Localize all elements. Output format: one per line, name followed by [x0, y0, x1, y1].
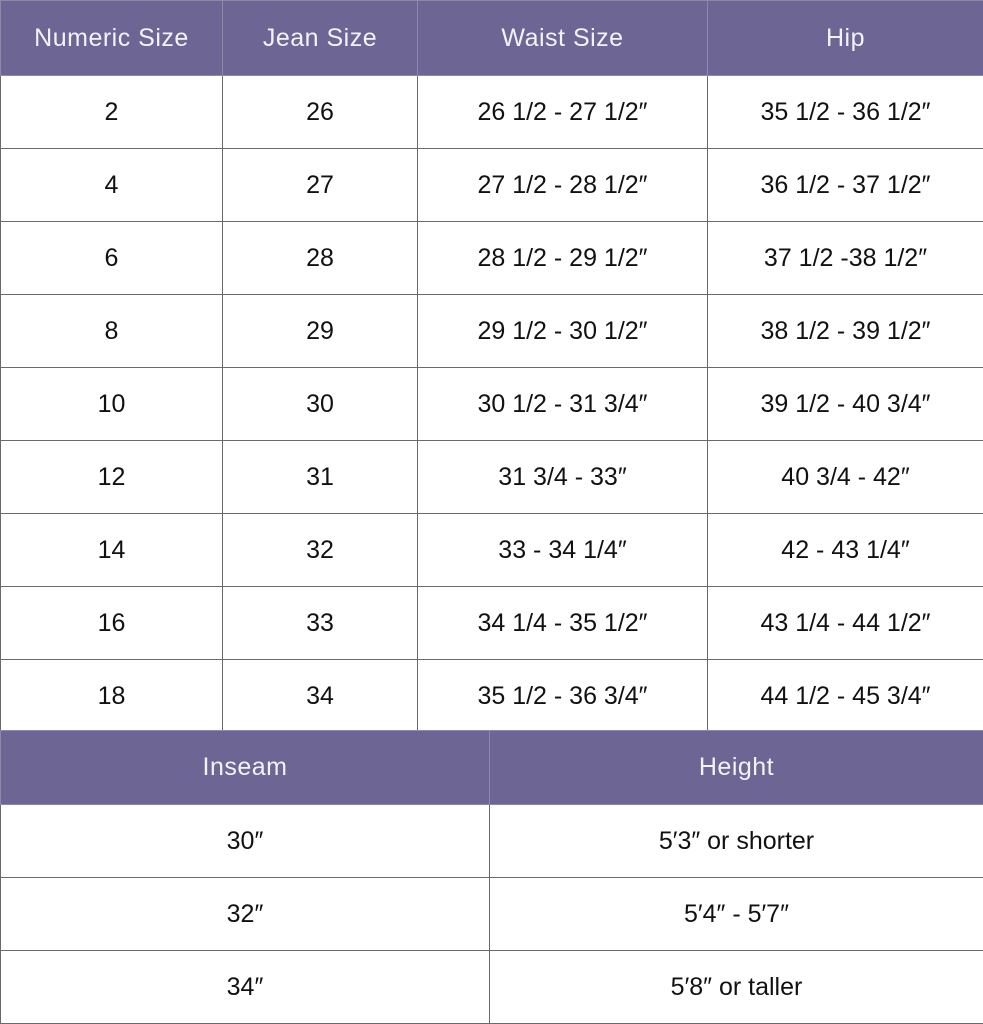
- table-cell: 5′4″ - 5′7″: [489, 877, 983, 951]
- table-row: 8 29 29 1/2 - 30 1/2″ 38 1/2 - 39 1/2″: [0, 294, 983, 368]
- table-cell: 26: [222, 75, 418, 149]
- inseam-chart-table: Inseam Height 30″ 5′3″ or shorter 32″ 5′4″ -…: [0, 730, 983, 1024]
- table-cell: 36 1/2 - 37 1/2″: [707, 148, 983, 222]
- table-cell: 2: [0, 75, 223, 149]
- table-cell: 14: [0, 513, 223, 587]
- table-cell: 6: [0, 221, 223, 295]
- inseam-chart-header-row: Inseam Height: [0, 730, 983, 805]
- size-chart-table: Numeric Size Jean Size Waist Size Hip 2 26 26…: [0, 0, 983, 733]
- table-cell: 28 1/2 - 29 1/2″: [417, 221, 708, 295]
- table-cell: 35 1/2 - 36 1/2″: [707, 75, 983, 149]
- table-row: 12 31 31 3/4 - 33″ 40 3/4 - 42″: [0, 440, 983, 514]
- table-cell: 40 3/4 - 42″: [707, 440, 983, 514]
- table-cell: 8: [0, 294, 223, 368]
- table-row: 10 30 30 1/2 - 31 3/4″ 39 1/2 - 40 3/4″: [0, 367, 983, 441]
- column-header: Jean Size: [222, 0, 418, 76]
- table-row: 16 33 34 1/4 - 35 1/2″ 43 1/4 - 44 1/2″: [0, 586, 983, 660]
- size-chart-header-row: Numeric Size Jean Size Waist Size Hip: [0, 0, 983, 76]
- table-cell: 27: [222, 148, 418, 222]
- table-cell: 34: [222, 659, 418, 733]
- table-cell: 35 1/2 - 36 3/4″: [417, 659, 708, 733]
- table-cell: 4: [0, 148, 223, 222]
- table-cell: 26 1/2 - 27 1/2″: [417, 75, 708, 149]
- table-cell: 28: [222, 221, 418, 295]
- column-header: Height: [489, 730, 983, 805]
- table-cell: 44 1/2 - 45 3/4″: [707, 659, 983, 733]
- table-cell: 33 - 34 1/4″: [417, 513, 708, 587]
- table-cell: 43 1/4 - 44 1/2″: [707, 586, 983, 660]
- table-cell: 16: [0, 586, 223, 660]
- column-header: Hip: [707, 0, 983, 76]
- table-cell: 29 1/2 - 30 1/2″: [417, 294, 708, 368]
- table-cell: 12: [0, 440, 223, 514]
- table-row: 34″ 5′8″ or taller: [0, 950, 983, 1024]
- table-cell: 30″: [0, 804, 490, 878]
- column-header: Waist Size: [417, 0, 708, 76]
- table-cell: 10: [0, 367, 223, 441]
- table-cell: 42 - 43 1/4″: [707, 513, 983, 587]
- table-row: 4 27 27 1/2 - 28 1/2″ 36 1/2 - 37 1/2″: [0, 148, 983, 222]
- table-cell: 34 1/4 - 35 1/2″: [417, 586, 708, 660]
- column-header: Numeric Size: [0, 0, 223, 76]
- table-cell: 31 3/4 - 33″: [417, 440, 708, 514]
- table-cell: 32: [222, 513, 418, 587]
- table-cell: 5′8″ or taller: [489, 950, 983, 1024]
- table-cell: 32″: [0, 877, 490, 951]
- column-header: Inseam: [0, 730, 490, 805]
- table-row: 14 32 33 - 34 1/4″ 42 - 43 1/4″: [0, 513, 983, 587]
- table-cell: 18: [0, 659, 223, 733]
- table-row: 30″ 5′3″ or shorter: [0, 804, 983, 878]
- table-row: 32″ 5′4″ - 5′7″: [0, 877, 983, 951]
- table-row: 2 26 26 1/2 - 27 1/2″ 35 1/2 - 36 1/2″: [0, 75, 983, 149]
- table-cell: 30 1/2 - 31 3/4″: [417, 367, 708, 441]
- table-cell: 30: [222, 367, 418, 441]
- table-cell: 37 1/2 -38 1/2″: [707, 221, 983, 295]
- table-cell: 34″: [0, 950, 490, 1024]
- table-cell: 33: [222, 586, 418, 660]
- table-cell: 38 1/2 - 39 1/2″: [707, 294, 983, 368]
- table-cell: 31: [222, 440, 418, 514]
- table-cell: 27 1/2 - 28 1/2″: [417, 148, 708, 222]
- table-row: 18 34 35 1/2 - 36 3/4″ 44 1/2 - 45 3/4″: [0, 659, 983, 733]
- table-cell: 5′3″ or shorter: [489, 804, 983, 878]
- table-cell: 29: [222, 294, 418, 368]
- table-row: 6 28 28 1/2 - 29 1/2″ 37 1/2 -38 1/2″: [0, 221, 983, 295]
- table-cell: 39 1/2 - 40 3/4″: [707, 367, 983, 441]
